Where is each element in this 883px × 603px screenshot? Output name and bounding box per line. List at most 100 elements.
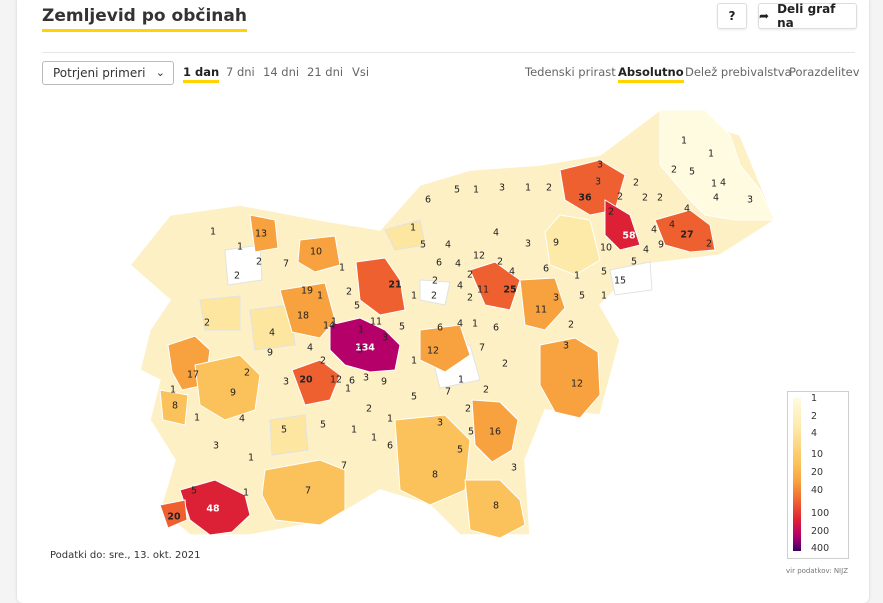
municipality-value-label: 12 — [330, 375, 342, 386]
mode-weekly-growth[interactable]: Tedenski prirast — [525, 65, 616, 79]
municipality-value-label: 16 — [489, 427, 501, 438]
municipality-value-label: 7 — [445, 387, 451, 398]
mode-distribution[interactable]: Porazdelitev — [789, 65, 860, 79]
municipality-region[interactable] — [419, 279, 451, 306]
municipality-value-label: 1 — [371, 433, 377, 444]
mode-population-share[interactable]: Delež prebivalstva — [685, 65, 792, 79]
municipality-value-label: 5 — [411, 392, 417, 403]
municipality-value-label: 5 — [468, 427, 474, 438]
municipality-value-label: 134 — [355, 343, 375, 354]
legend-tick: 200 — [811, 526, 830, 537]
municipality-value-label: 1 — [410, 223, 416, 234]
municipality-value-label: 5 — [191, 486, 197, 497]
municipality-value-label: 7 — [283, 259, 289, 270]
legend-tick: 10 — [811, 449, 824, 460]
municipality-region[interactable] — [604, 199, 641, 251]
municipality-value-label: 7 — [479, 343, 485, 354]
time-range-14-days[interactable]: 14 dni — [263, 65, 300, 79]
municipality-value-label: 2 — [483, 385, 489, 396]
data-source-note: vir podatkov: NIJZ — [786, 567, 848, 575]
time-range-all[interactable]: Vsi — [352, 65, 370, 79]
municipality-value-label: 1 — [681, 136, 687, 147]
municipality-region[interactable] — [609, 261, 653, 296]
municipality-value-label: 5 — [320, 420, 326, 431]
municipality-region[interactable] — [469, 261, 521, 311]
municipality-value-label: 11 — [535, 305, 547, 316]
municipality-value-label: 58 — [622, 231, 636, 242]
municipality-value-label: 1 — [345, 384, 351, 395]
municipality-value-label: 4 — [493, 228, 499, 239]
municipality-region[interactable] — [544, 214, 601, 276]
help-button[interactable]: ? — [717, 3, 747, 29]
municipality-region[interactable] — [654, 209, 716, 253]
municipality-region[interactable] — [539, 337, 601, 419]
mode-absolute[interactable]: Absolutno — [618, 65, 684, 83]
municipality-value-label: 21 — [388, 280, 401, 291]
municipality-value-label: 2 — [546, 183, 552, 194]
municipality-region[interactable] — [471, 399, 519, 463]
municipality-region[interactable] — [419, 324, 471, 373]
municipality-region[interactable] — [355, 257, 406, 316]
municipality-region[interactable] — [384, 219, 426, 251]
municipality-value-label: 1 — [472, 319, 478, 330]
municipality-value-label: 2 — [617, 192, 623, 203]
municipality-value-label: 5 — [631, 257, 637, 268]
municipality-value-label: 14 — [323, 321, 335, 332]
chevron-down-icon: ⌄ — [155, 66, 165, 79]
municipality-value-label: 25 — [503, 285, 516, 296]
municipality-region[interactable] — [261, 459, 346, 526]
municipality-value-label: 2 — [431, 291, 437, 302]
municipality-value-label: 1 — [711, 179, 717, 190]
municipality-value-label: 1 — [358, 325, 364, 336]
municipality-region[interactable] — [297, 235, 341, 273]
municipality-value-label: 2 — [671, 165, 677, 176]
municipality-region[interactable] — [159, 499, 188, 529]
time-range-1-day[interactable]: 1 dan — [183, 65, 220, 83]
municipality-value-label: 11 — [477, 285, 489, 296]
municipality-value-label: 1 — [351, 425, 357, 436]
municipality-region[interactable] — [291, 359, 341, 406]
municipality-region[interactable] — [199, 295, 241, 331]
time-range-7-days[interactable]: 7 dni — [226, 65, 255, 79]
municipality-region[interactable] — [159, 389, 189, 426]
municipality-region[interactable] — [249, 304, 296, 351]
municipality-value-label: 2 — [608, 207, 614, 218]
municipality-value-label: 15 — [614, 276, 626, 287]
municipality-region[interactable] — [179, 479, 251, 536]
municipality-value-label: 36 — [578, 193, 592, 204]
municipality-value-label: 2 — [256, 257, 262, 268]
divider — [42, 52, 855, 53]
municipality-value-label: 1 — [525, 183, 531, 194]
municipality-region[interactable] — [194, 354, 261, 421]
legend-tick: 4 — [811, 428, 818, 439]
municipality-value-label: 3 — [747, 195, 753, 206]
municipality-value-label: 2 — [642, 193, 648, 204]
municipality-region[interactable] — [659, 109, 776, 221]
municipality-value-label: 6 — [349, 376, 355, 387]
municipality-value-label: 3 — [437, 418, 443, 429]
municipality-value-label: 9 — [230, 388, 236, 399]
municipality-region[interactable] — [269, 414, 309, 456]
municipality-region[interactable] — [464, 479, 526, 539]
municipality-value-label: 2 — [320, 356, 326, 367]
metric-select[interactable]: Potrjeni primeri ⌄ — [42, 61, 174, 85]
legend-gradient-bar — [793, 398, 801, 551]
time-range-21-days[interactable]: 21 dni — [307, 65, 344, 79]
municipality-region[interactable] — [394, 414, 471, 506]
municipality-region[interactable] — [329, 317, 401, 373]
municipality-value-label: 17 — [187, 370, 199, 381]
municipality-region[interactable] — [249, 214, 279, 253]
share-button[interactable]: ➦ Deli graf na — [758, 2, 857, 30]
municipality-value-label: 4 — [651, 225, 657, 236]
municipality-value-label: 3 — [595, 177, 601, 188]
municipality-region[interactable] — [224, 244, 263, 286]
municipality-value-label: 3 — [213, 441, 219, 452]
municipality-value-label: 9 — [267, 348, 273, 359]
municipality-value-label: 12 — [427, 346, 439, 357]
municipality-value-label: 6 — [436, 258, 442, 269]
municipality-value-label: 5 — [281, 425, 287, 436]
municipality-region[interactable] — [279, 282, 336, 339]
municipality-region[interactable] — [519, 277, 566, 331]
municipality-value-label: 4 — [239, 414, 245, 425]
